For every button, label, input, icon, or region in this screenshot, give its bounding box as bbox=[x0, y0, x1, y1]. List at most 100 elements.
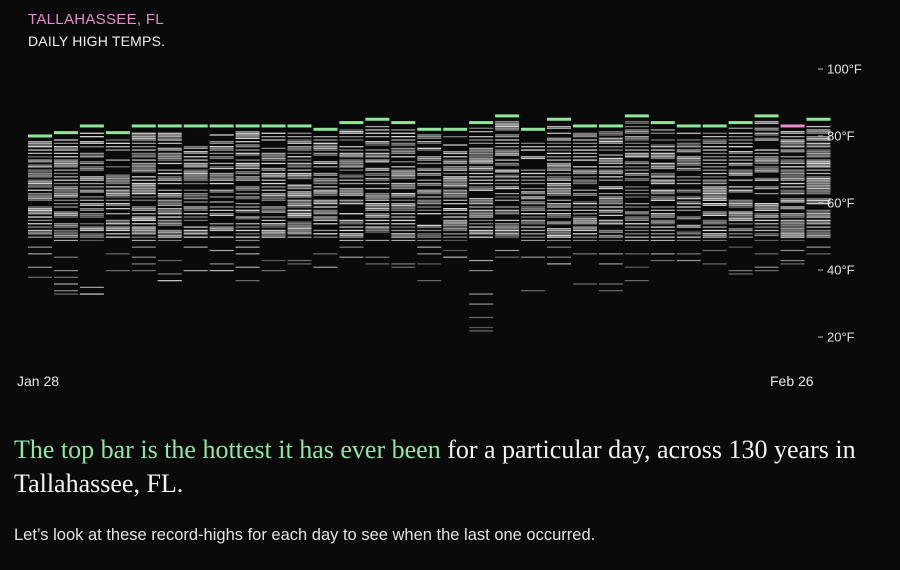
temp-strip bbox=[572, 233, 597, 235]
temp-strip bbox=[443, 152, 468, 155]
temp-strip bbox=[547, 187, 571, 190]
temp-strip bbox=[79, 162, 104, 165]
temp-strip bbox=[624, 206, 649, 208]
day-column bbox=[183, 146, 208, 272]
temp-strip bbox=[676, 139, 701, 141]
temp-strip bbox=[572, 206, 597, 208]
temp-strip bbox=[547, 204, 571, 206]
temp-strip bbox=[313, 233, 338, 235]
temp-strip bbox=[391, 151, 416, 153]
temp-strip bbox=[287, 191, 312, 193]
temp-strip bbox=[572, 182, 597, 185]
temp-strip bbox=[53, 191, 78, 193]
temp-strip bbox=[183, 208, 208, 210]
record-high-bar bbox=[624, 114, 649, 118]
temp-strip bbox=[28, 211, 52, 213]
temp-strip bbox=[261, 226, 286, 228]
temp-strip bbox=[53, 146, 78, 148]
temp-strip bbox=[287, 229, 312, 232]
temp-strip bbox=[780, 130, 805, 133]
temp-strip bbox=[287, 213, 312, 215]
temp-strip bbox=[365, 214, 390, 217]
temp-strip bbox=[365, 132, 390, 134]
lowest-high-strip bbox=[391, 266, 416, 268]
temp-strip bbox=[702, 221, 727, 223]
temp-strip bbox=[547, 166, 571, 168]
temp-strip bbox=[313, 139, 338, 141]
temp-strip bbox=[754, 214, 779, 217]
temp-strip bbox=[806, 179, 831, 181]
temp-strip bbox=[443, 223, 468, 225]
temp-strip bbox=[598, 161, 623, 163]
temp-strip bbox=[702, 214, 727, 217]
temp-strip bbox=[702, 166, 727, 168]
record-high-bar bbox=[728, 121, 753, 125]
temp-strip bbox=[495, 199, 520, 201]
temp-strip bbox=[495, 187, 520, 190]
temp-strip bbox=[105, 174, 130, 176]
temp-strip bbox=[650, 214, 675, 217]
temp-strip bbox=[754, 233, 779, 235]
headline-rest: for a particular day, across 130 years i… bbox=[14, 435, 856, 498]
temp-strip bbox=[676, 197, 701, 200]
temp-strip bbox=[443, 136, 468, 138]
temp-strip bbox=[469, 226, 494, 228]
temp-strip bbox=[28, 199, 52, 201]
temp-strip bbox=[806, 161, 831, 163]
temp-strip bbox=[547, 209, 571, 211]
temp-strip bbox=[754, 156, 779, 158]
temp-strip bbox=[209, 167, 234, 170]
temp-strip bbox=[780, 259, 805, 262]
temp-strip bbox=[676, 176, 701, 178]
temp-strip bbox=[339, 136, 364, 138]
temp-strip bbox=[261, 154, 286, 156]
temp-strip bbox=[131, 154, 156, 156]
temp-strip bbox=[728, 228, 753, 230]
temp-strip bbox=[676, 161, 701, 163]
temp-strip bbox=[235, 144, 260, 146]
temp-strip bbox=[650, 164, 675, 166]
temp-strip bbox=[650, 129, 675, 131]
temp-strip bbox=[650, 216, 675, 218]
temp-strip bbox=[157, 231, 182, 233]
temp-strip bbox=[676, 156, 701, 158]
temp-strip bbox=[209, 226, 234, 228]
temp-strip bbox=[521, 256, 546, 258]
temp-strip bbox=[780, 221, 805, 223]
temp-strip bbox=[287, 226, 312, 228]
temp-strip bbox=[287, 159, 312, 161]
day-column bbox=[676, 132, 701, 262]
temp-strip bbox=[624, 132, 649, 134]
temp-strip bbox=[261, 206, 286, 208]
temp-strip bbox=[261, 167, 286, 170]
temp-strip bbox=[469, 151, 494, 153]
temp-strip bbox=[365, 226, 390, 228]
temp-strip bbox=[676, 201, 701, 203]
temp-strip bbox=[157, 137, 182, 139]
temp-strip bbox=[624, 233, 649, 235]
temp-strip bbox=[313, 162, 338, 165]
temp-strip bbox=[417, 136, 442, 138]
temp-strip bbox=[53, 169, 78, 171]
temp-strip bbox=[469, 219, 494, 222]
temp-strip bbox=[28, 141, 52, 143]
temp-strip bbox=[598, 221, 623, 223]
temp-strip bbox=[183, 176, 208, 178]
temp-strip bbox=[702, 182, 727, 185]
temp-strip bbox=[521, 146, 546, 148]
temp-strip bbox=[469, 154, 494, 156]
temp-strip bbox=[157, 142, 182, 144]
temp-strip bbox=[209, 206, 234, 208]
temp-strip bbox=[572, 139, 597, 141]
temp-strip bbox=[313, 181, 338, 183]
temp-strip bbox=[131, 137, 156, 139]
temp-strip bbox=[157, 147, 182, 150]
temp-strip bbox=[417, 156, 442, 158]
temp-strip bbox=[339, 226, 364, 228]
lowest-high-strip bbox=[105, 270, 130, 272]
temp-strip bbox=[131, 226, 156, 228]
temp-strip bbox=[780, 179, 805, 181]
temp-strip bbox=[754, 162, 779, 165]
temp-strip bbox=[105, 199, 130, 201]
temp-strip bbox=[495, 142, 520, 144]
